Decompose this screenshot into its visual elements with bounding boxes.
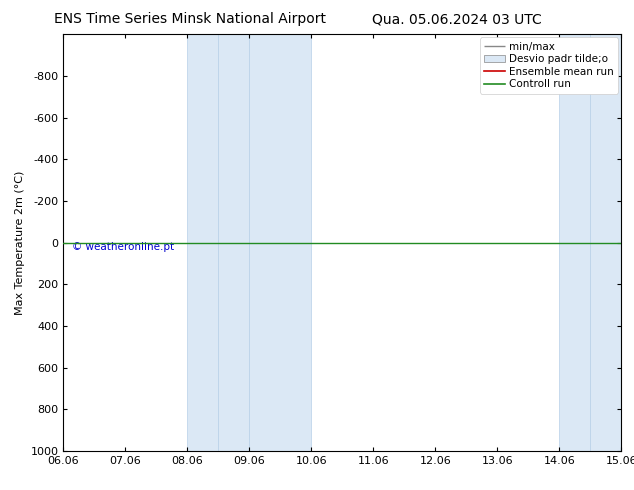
Bar xyxy=(249,34,311,451)
Legend: min/max, Desvio padr tilde;o, Ensemble mean run, Controll run: min/max, Desvio padr tilde;o, Ensemble m… xyxy=(480,37,618,94)
Text: © weatheronline.pt: © weatheronline.pt xyxy=(72,242,174,252)
Y-axis label: Max Temperature 2m (°C): Max Temperature 2m (°C) xyxy=(15,171,25,315)
Bar xyxy=(590,34,621,451)
Bar xyxy=(188,34,218,451)
Text: ENS Time Series Minsk National Airport: ENS Time Series Minsk National Airport xyxy=(54,12,327,26)
Bar xyxy=(559,34,590,451)
Text: Qua. 05.06.2024 03 UTC: Qua. 05.06.2024 03 UTC xyxy=(372,12,541,26)
Bar xyxy=(218,34,249,451)
